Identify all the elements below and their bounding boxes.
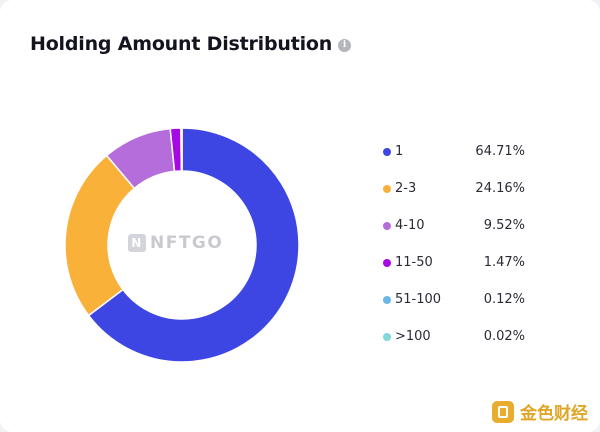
- legend-percent: 0.02%: [483, 329, 525, 344]
- jinse-corner-logo: 金色财经: [492, 399, 588, 424]
- nftgo-logo-icon: N: [128, 234, 146, 252]
- legend-item[interactable]: >100 0.02%: [380, 325, 540, 362]
- legend-label: >100: [395, 329, 431, 344]
- legend-swatch: [383, 222, 391, 230]
- legend-percent: 1.47%: [483, 255, 525, 270]
- legend-item[interactable]: 2-3 24.16%: [380, 177, 540, 214]
- legend-label: 4-10: [395, 218, 425, 233]
- legend-swatch: [383, 333, 391, 341]
- legend-percent: 0.12%: [483, 292, 525, 307]
- chart-header: Holding Amount Distribution i: [30, 30, 352, 58]
- legend-swatch: [383, 296, 391, 304]
- legend-percent: 24.16%: [475, 181, 525, 196]
- chart-title: Holding Amount Distribution: [30, 33, 333, 55]
- legend-swatch: [383, 148, 391, 156]
- legend-label: 51-100: [395, 292, 442, 307]
- info-icon[interactable]: i: [338, 38, 352, 52]
- chart-legend: 1 64.71% 2-3 24.16% 4-10 9.52% 11-50 1.47% 51-10…: [380, 140, 540, 362]
- nftgo-watermark: N NFTGO: [128, 232, 223, 254]
- legend-swatch: [383, 185, 391, 193]
- corner-logo-text: 金色财经: [520, 404, 588, 424]
- legend-percent: 9.52%: [483, 218, 525, 233]
- legend-label: 11-50: [395, 255, 433, 270]
- legend-item[interactable]: 11-50 1.47%: [380, 251, 540, 288]
- legend-item[interactable]: 1 64.71%: [380, 140, 540, 177]
- legend-item[interactable]: 4-10 9.52%: [380, 214, 540, 251]
- legend-label: 1: [395, 144, 404, 159]
- watermark-text: NFTGO: [150, 233, 224, 253]
- legend-item[interactable]: 51-100 0.12%: [380, 288, 540, 325]
- jinse-logo-icon: [492, 400, 514, 423]
- legend-swatch: [383, 259, 391, 267]
- legend-percent: 64.71%: [475, 144, 525, 159]
- legend-label: 2-3: [395, 181, 417, 196]
- donut-slice-1[interactable]: [87, 127, 300, 363]
